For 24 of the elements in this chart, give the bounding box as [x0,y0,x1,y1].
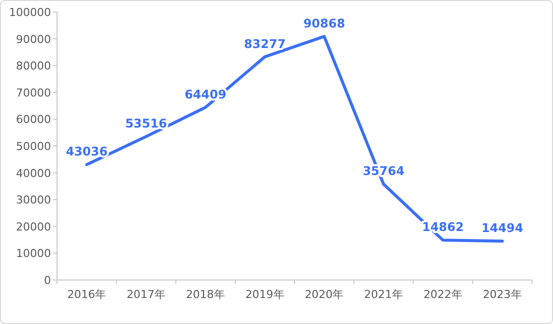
x-tick-label: 2022年 [423,288,462,301]
x-tick-label: 2020年 [304,288,344,301]
x-tick-label: 2019年 [245,288,284,301]
x-tick-label: 2023年 [482,288,522,301]
y-tick-label: 60000 [16,113,51,126]
x-tick-label: 2021年 [364,288,404,301]
data-label: 14494 [481,221,524,236]
data-label: 83277 [244,36,286,51]
y-tick-label: 100000 [9,6,51,19]
x-tick-label: 2016年 [67,288,106,301]
y-tick-label: 0 [44,274,51,287]
y-tick-label: 70000 [16,86,51,100]
y-tick-label: 80000 [16,60,51,73]
y-tick-label: 90000 [16,32,51,46]
y-tick-label: 20000 [16,220,51,234]
data-label: 90868 [303,16,346,30]
data-label: 53516 [125,116,167,131]
x-tick-label: 2018年 [186,288,225,301]
x-tick-label: 2017年 [126,288,166,301]
y-tick-label: 10000 [16,247,51,260]
y-tick-label: 50000 [16,140,51,153]
y-tick-label: 40000 [16,166,51,180]
data-label: 43036 [66,144,108,159]
y-tick-label: 30000 [16,194,51,207]
